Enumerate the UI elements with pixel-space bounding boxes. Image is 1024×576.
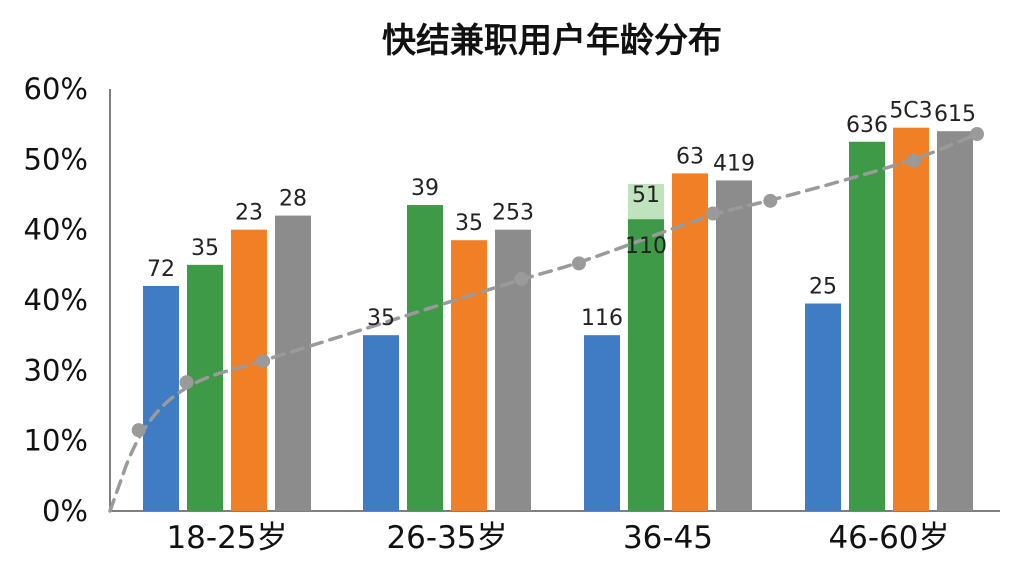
bars (143, 127, 973, 512)
data-label: 35 (455, 211, 483, 236)
data-label: 63 (676, 144, 704, 169)
data-label: 116 (581, 306, 623, 331)
x-category-label: 36-45 (623, 520, 713, 556)
bar (893, 127, 929, 511)
bar (805, 303, 841, 511)
y-tick-label: 40% (24, 213, 88, 247)
bar (937, 131, 973, 511)
data-label: 35 (367, 306, 395, 331)
trend-point (763, 193, 778, 208)
y-tick-label: 60% (24, 72, 88, 106)
y-tick-label: 30% (24, 353, 88, 387)
data-label: 5C3 (889, 99, 932, 124)
data-label: 253 (492, 201, 534, 226)
bar (716, 180, 752, 511)
y-tick-label: 40% (24, 283, 88, 317)
x-category-label: 46-60岁 (828, 520, 949, 556)
data-label: 636 (846, 113, 888, 138)
data-label: 28 (279, 187, 307, 212)
bar (628, 219, 664, 511)
y-tick-label: 50% (24, 142, 88, 176)
bar (495, 229, 531, 511)
x-category-label: 26-35岁 (386, 520, 507, 556)
data-labels: 72 35 116 25 35 39 110 636 23 35 63 5C3 28 253 419 615 5… (147, 99, 976, 331)
highlight-label: 51 (632, 183, 660, 208)
data-label: 25 (809, 275, 837, 300)
trend-point (970, 127, 985, 142)
bar (231, 229, 267, 511)
highlight-bar (628, 183, 664, 220)
data-label: 615 (934, 102, 976, 127)
y-tick-label: 0% (42, 494, 88, 528)
data-label: 23 (235, 201, 263, 226)
data-label: 72 (147, 257, 175, 282)
trend-point (705, 206, 720, 221)
trend-point (179, 375, 194, 390)
bar (363, 335, 399, 511)
bar (187, 264, 223, 511)
data-label: 419 (713, 151, 755, 176)
x-category-label: 18-25岁 (166, 520, 287, 556)
trend-point (571, 256, 586, 271)
chart-title: 快结兼职用户年龄分布 (382, 21, 722, 61)
x-axis: 18-25岁 26-35岁 36-45 46-60岁 (166, 520, 949, 556)
bar (451, 240, 487, 511)
trend-point (514, 271, 529, 286)
trend-line (108, 127, 985, 513)
data-label: 35 (191, 236, 219, 261)
trend-point (256, 354, 271, 369)
data-label: 39 (411, 176, 439, 201)
trend-line-path (108, 132, 979, 513)
y-tick-label: 10% (24, 424, 88, 458)
trend-point (131, 423, 146, 438)
trend-point (906, 153, 921, 168)
bar (849, 141, 885, 511)
bar (407, 205, 443, 512)
bar (275, 215, 311, 511)
bar (584, 335, 620, 511)
data-label: 110 (625, 234, 667, 259)
bar (672, 173, 708, 511)
y-axis: 0% 10% 30% 40% 40% 50% 60% (24, 72, 1000, 528)
